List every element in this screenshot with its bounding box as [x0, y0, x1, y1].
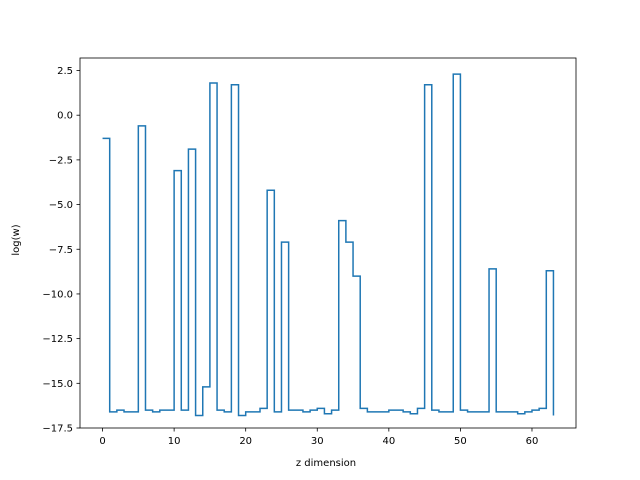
x-tick-label: 50: [454, 436, 467, 447]
y-tick-label: −17.5: [42, 424, 73, 435]
y-tick-label: 0.0: [57, 111, 73, 122]
x-tick-label: 40: [382, 436, 395, 447]
x-tick-label: 60: [526, 436, 539, 447]
series-line: [102, 73, 555, 417]
y-tick-label: −15.0: [42, 379, 73, 390]
y-axis-ticks: −17.5 −15.0 −12.5 −10.0 −7.5 −5.0 −2.5 0.0 2.5: [42, 66, 80, 435]
y-tick-label: 2.5: [57, 66, 73, 77]
plot-frame: [79, 57, 577, 429]
x-tick-label: 30: [311, 436, 324, 447]
y-tick-label: −7.5: [49, 245, 73, 256]
y-axis-label: log(w): [11, 224, 22, 255]
x-tick-label: 20: [239, 436, 252, 447]
y-tick-label: −10.0: [42, 289, 73, 300]
plot-area: [102, 73, 555, 417]
y-tick-label: −5.0: [49, 200, 73, 211]
y-tick-label: −2.5: [49, 155, 73, 166]
y-tick-label: −12.5: [42, 334, 73, 345]
x-tick-label: 0: [99, 436, 105, 447]
x-tick-label: 10: [168, 436, 181, 447]
x-axis-ticks: 0 10 20 30 40 50 60: [99, 428, 538, 447]
x-axis-label: z dimension: [296, 458, 356, 469]
